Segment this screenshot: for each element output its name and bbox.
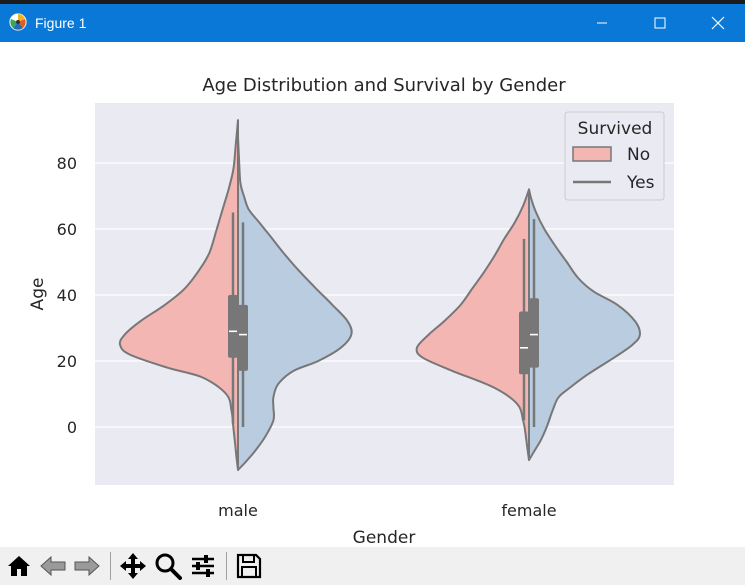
chart-title: Age Distribution and Survival by Gender [202, 75, 566, 96]
legend-frame [564, 111, 665, 201]
back-icon [40, 555, 66, 577]
violin-male-yes [237, 135, 353, 471]
pan-icon [120, 553, 146, 579]
violins [118, 119, 641, 471]
window-title: Figure 1 [35, 15, 87, 31]
quartile-box [529, 298, 539, 368]
figure-canvas[interactable]: 0 20 40 60 80 male female Age Distribution an… [0, 42, 745, 547]
y-tick-labels: 0 20 40 60 80 [57, 154, 77, 437]
home-button[interactable] [4, 551, 34, 581]
toolbar-separator [226, 552, 227, 580]
configure-subplots-icon [192, 555, 214, 577]
legend-title: Survived [578, 119, 653, 139]
legend-label-yes: Yes [626, 173, 655, 193]
minimize-button[interactable] [573, 4, 631, 42]
quartile-box [519, 311, 529, 375]
y-tick-label: 80 [57, 154, 77, 173]
x-tick-labels: male female [218, 501, 556, 520]
save-icon [236, 553, 262, 579]
y-tick-label: 20 [57, 352, 77, 371]
legend: Survived No Yes [564, 111, 665, 201]
maximize-icon [654, 17, 666, 29]
configure-subplots-button[interactable] [188, 551, 218, 581]
forward-button[interactable] [72, 551, 102, 581]
pan-button[interactable] [118, 551, 148, 581]
x-tick-label: female [501, 501, 556, 520]
x-tick-label: male [218, 501, 258, 520]
forward-icon [74, 555, 100, 577]
close-button[interactable] [689, 4, 745, 42]
y-tick-label: 0 [67, 418, 77, 437]
quartile-box [228, 295, 238, 358]
home-icon [8, 556, 30, 576]
quartile-box [238, 304, 248, 371]
window-titlebar: Figure 1 [0, 0, 745, 42]
x-axis-label: Gender [353, 528, 416, 547]
violin-chart: 0 20 40 60 80 male female Age Distribution an… [28, 75, 674, 547]
maximize-button[interactable] [631, 4, 689, 42]
legend-label-no: No [627, 145, 650, 165]
save-button[interactable] [234, 551, 264, 581]
close-icon [711, 16, 725, 30]
navigation-toolbar [0, 547, 745, 585]
inner-boxes [228, 212, 539, 427]
violin-female-yes [528, 188, 641, 461]
minimize-icon [597, 22, 607, 24]
legend-swatch-no [572, 146, 612, 162]
y-axis-label: Age [28, 278, 48, 311]
zoom-icon [155, 553, 182, 580]
zoom-button[interactable] [153, 551, 183, 581]
back-button[interactable] [38, 551, 68, 581]
matplotlib-logo-icon [9, 13, 27, 31]
toolbar-separator [110, 552, 111, 580]
y-tick-label: 60 [57, 220, 77, 239]
y-tick-label: 40 [57, 286, 77, 305]
